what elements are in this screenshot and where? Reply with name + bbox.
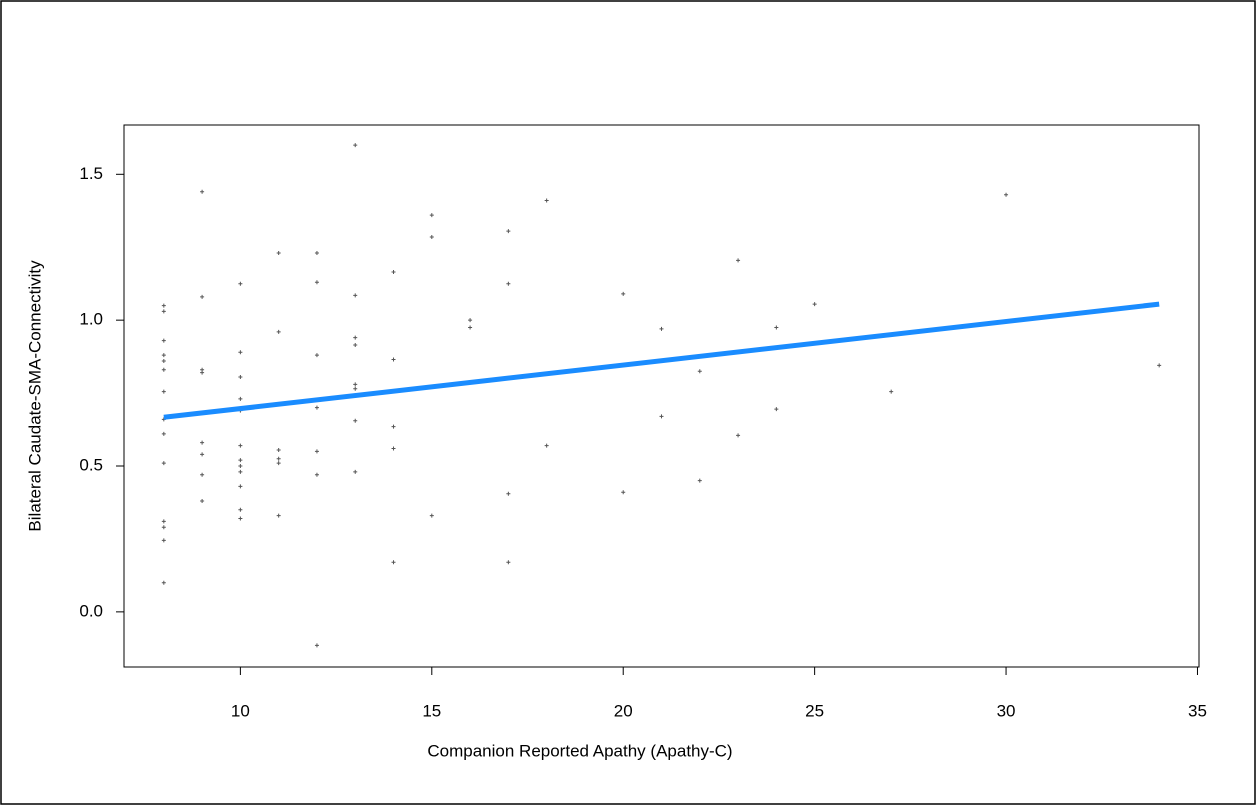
point	[238, 469, 243, 474]
point	[276, 461, 281, 466]
point	[238, 484, 243, 489]
point	[161, 519, 166, 524]
point	[353, 143, 358, 148]
point	[314, 472, 319, 477]
point	[659, 326, 664, 331]
point	[391, 270, 396, 275]
point	[161, 367, 166, 372]
x-tick-label: 35	[1188, 701, 1207, 720]
point	[161, 580, 166, 585]
x-axis-title: Companion Reported Apathy (Apathy-C)	[427, 741, 732, 760]
plot-box	[123, 124, 1200, 668]
point	[391, 446, 396, 451]
point	[391, 560, 396, 565]
point	[314, 449, 319, 454]
point	[429, 235, 434, 240]
point	[736, 258, 741, 263]
point	[238, 443, 243, 448]
point	[161, 431, 166, 436]
y-tick-label: 0.5	[79, 455, 103, 474]
point	[238, 375, 243, 380]
point	[314, 405, 319, 410]
point	[468, 318, 473, 323]
point	[161, 309, 166, 314]
point	[697, 478, 702, 483]
fit-line	[163, 301, 1160, 420]
point	[353, 386, 358, 391]
point	[506, 560, 511, 565]
point	[276, 513, 281, 518]
point	[276, 456, 281, 461]
point	[889, 389, 894, 394]
point	[659, 414, 664, 419]
point	[544, 443, 549, 448]
point	[200, 189, 205, 194]
point	[697, 369, 702, 374]
point	[391, 357, 396, 362]
point	[353, 335, 358, 340]
point	[200, 452, 205, 457]
point	[314, 280, 319, 285]
point	[161, 338, 166, 343]
y-tick-label: 1.0	[79, 310, 103, 329]
point	[621, 291, 626, 296]
point	[353, 342, 358, 347]
point	[200, 499, 205, 504]
point	[353, 469, 358, 474]
point	[314, 353, 319, 358]
point	[238, 507, 243, 512]
point	[353, 382, 358, 387]
point	[468, 325, 473, 330]
point	[1157, 363, 1162, 368]
point	[161, 389, 166, 394]
point	[276, 329, 281, 334]
point	[774, 325, 779, 330]
point	[353, 418, 358, 423]
point	[161, 353, 166, 358]
point	[200, 294, 205, 299]
point	[314, 251, 319, 256]
point	[506, 491, 511, 496]
point	[314, 643, 319, 648]
point	[161, 538, 166, 543]
y-tick-label: 1.5	[79, 164, 103, 183]
point	[276, 447, 281, 452]
point	[429, 213, 434, 218]
point	[506, 229, 511, 234]
point	[506, 281, 511, 286]
point	[736, 433, 741, 438]
point	[238, 350, 243, 355]
point	[353, 293, 358, 298]
x-tick-label: 15	[422, 701, 441, 720]
point	[161, 525, 166, 530]
x-tick-label: 10	[231, 701, 250, 720]
x-tick-label: 25	[805, 701, 824, 720]
point	[200, 440, 205, 445]
x-tick-label: 20	[614, 701, 633, 720]
point	[544, 198, 549, 203]
point	[1004, 192, 1009, 197]
point	[276, 251, 281, 256]
y-tick-label: 0.0	[79, 601, 103, 620]
point	[161, 303, 166, 308]
y-axis-title: Bilateral Caudate-SMA-Connectivity	[25, 260, 44, 532]
point	[774, 407, 779, 412]
point	[161, 461, 166, 466]
point	[812, 302, 817, 307]
point	[200, 472, 205, 477]
point	[238, 464, 243, 469]
point	[200, 370, 205, 375]
point	[238, 458, 243, 463]
x-tick-label: 30	[997, 701, 1016, 720]
point	[621, 490, 626, 495]
point	[161, 358, 166, 363]
point	[238, 516, 243, 521]
point	[429, 513, 434, 518]
point	[238, 396, 243, 401]
point	[391, 424, 396, 429]
point	[238, 281, 243, 286]
